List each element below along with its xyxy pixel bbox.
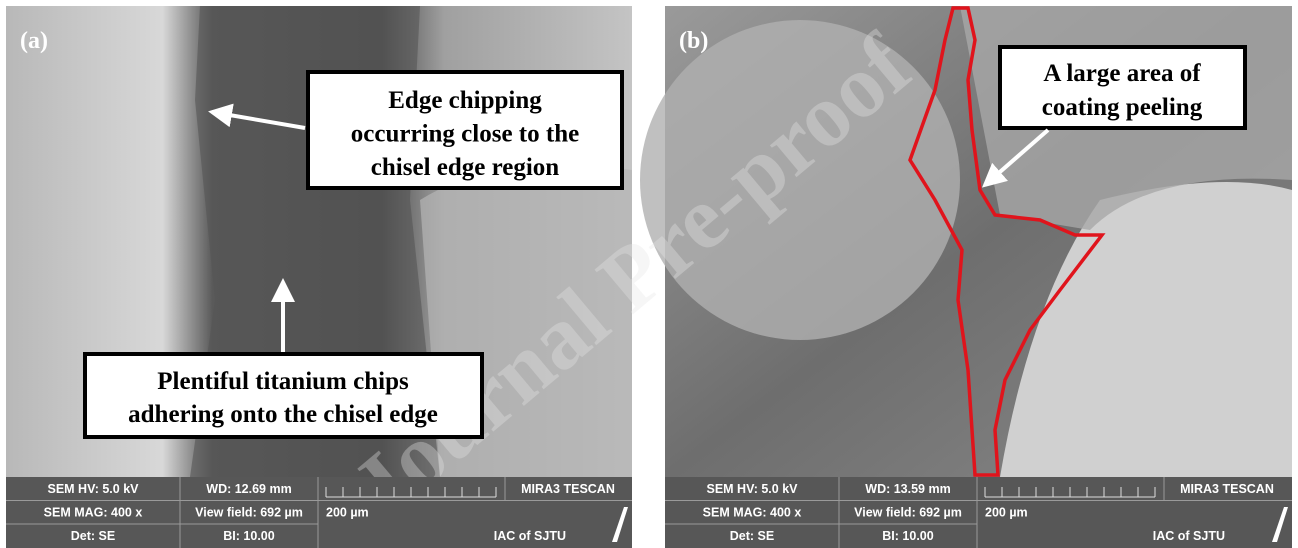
info-text: WD: 12.69 mm [206,482,291,496]
info-text: SEM MAG: 400 x [703,506,802,520]
callout-text: occurring close to the [351,121,579,148]
panel-label: (a) [20,28,48,54]
callout-text: chisel edge region [371,154,559,181]
info-text: View field: 692 µm [854,506,962,520]
info-text: BI: 10.00 [223,529,274,543]
info-text: SEM MAG: 400 x [44,506,143,520]
info-text: SEM HV: 5.0 kV [706,482,798,496]
info-text: 200 µm [326,506,369,520]
info-text: IAC of SJTU [494,529,566,543]
info-text: BI: 10.00 [882,529,933,543]
info-text: 200 µm [985,506,1028,520]
info-text: IAC of SJTU [1153,529,1225,543]
info-text: SEM HV: 5.0 kV [47,482,139,496]
info-text: MIRA3 TESCAN [521,482,615,496]
figure: Journal Pre-proof (a)Edge chippingoccurr… [0,0,1298,548]
callout-text: adhering onto the chisel edge [128,401,438,428]
info-text: View field: 692 µm [195,506,303,520]
info-text: Det: SE [730,529,774,543]
info-text: WD: 13.59 mm [865,482,950,496]
callout-text: Plentiful titanium chips [157,368,409,395]
info-text: MIRA3 TESCAN [1180,482,1274,496]
callout-text: Edge chipping [388,87,542,114]
callout-text: A large area of [1043,60,1201,87]
info-text: Det: SE [71,529,115,543]
panel-label: (b) [679,28,708,54]
callout-text: coating peeling [1042,94,1203,121]
